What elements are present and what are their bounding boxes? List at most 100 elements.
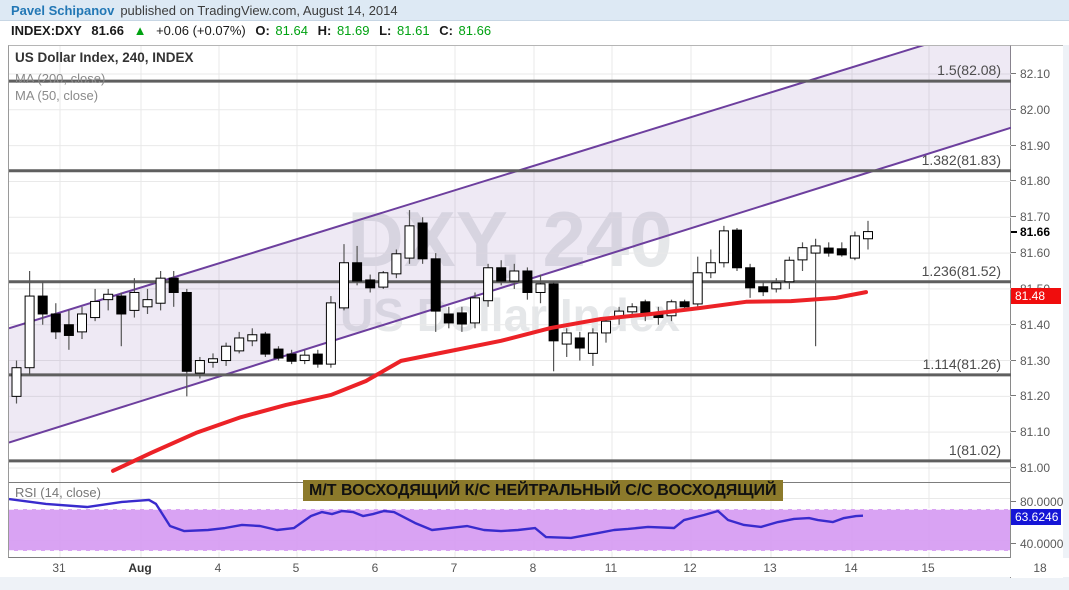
candle-up [221, 345, 232, 362]
candle-up [378, 272, 389, 288]
candle-down [823, 247, 834, 254]
candle-up [11, 367, 22, 397]
price-tick-label: 81.40 [1011, 318, 1063, 332]
candle-up [24, 295, 35, 369]
candle-up [692, 272, 703, 305]
price-tick-label: 81.20 [1011, 389, 1063, 403]
candle-down [574, 337, 585, 349]
candle-up [587, 332, 598, 354]
candle-down [758, 286, 769, 293]
candle-up [77, 313, 87, 333]
last-price-tick-mark [1011, 231, 1017, 233]
candle-down [496, 267, 507, 282]
candle-down [50, 313, 61, 333]
time-axis-label: 7 [450, 561, 458, 575]
candle-down [417, 222, 428, 260]
ma50-line [111, 290, 868, 473]
candle-down [365, 279, 376, 289]
price-tick-label: 82.00 [1011, 103, 1063, 117]
time-axis-label: 6 [371, 561, 379, 575]
right-margin [1063, 45, 1069, 577]
candle-down [352, 262, 363, 282]
candle-down [260, 333, 271, 355]
fib-level-label[interactable]: 1.236(81.52) [921, 262, 1001, 279]
candle-up [234, 337, 245, 352]
close-label: C: [439, 23, 453, 38]
candle-down [732, 229, 742, 269]
time-axis-label: 31 [52, 561, 66, 575]
rsi-pane[interactable]: RSI (14, close) [8, 483, 1011, 558]
candle-down [522, 270, 533, 293]
time-axis-label: 12 [683, 561, 697, 575]
candle-up [325, 302, 336, 365]
indicator-ma50[interactable]: MA (50, close) [15, 88, 99, 103]
last-price-value: 81.66 [91, 23, 124, 38]
candle-up [797, 247, 808, 261]
rsi-indicator-label[interactable]: RSI (14, close) [15, 485, 101, 500]
high-label: H: [317, 23, 332, 38]
candle-down [745, 267, 756, 289]
candle-up [810, 245, 821, 254]
publish-bar: Pavel Schipanov published on TradingView.… [0, 0, 1069, 21]
open-label: O: [255, 23, 270, 38]
candle-down [456, 312, 467, 325]
candle-down [443, 313, 454, 324]
candle-up [90, 300, 101, 319]
candle-up [155, 277, 166, 304]
candle-up [129, 291, 140, 311]
candle-up [194, 360, 205, 374]
time-axis-label: 5 [292, 561, 300, 575]
rsi-tick-label: 40.0000 [1011, 537, 1063, 551]
candle-up [784, 259, 795, 283]
candle-down [640, 301, 651, 315]
rsi-chart[interactable] [9, 483, 1011, 557]
candle-up [103, 293, 114, 301]
rsi-value-badge: 63.6246 [1011, 509, 1061, 525]
candle-up [718, 230, 729, 264]
candle-up [561, 332, 572, 345]
price-change: +0.06 (+0.07%) [156, 23, 246, 38]
candle-up [849, 235, 860, 259]
price-tick-label: 81.10 [1011, 425, 1063, 439]
open-value: 81.64 [275, 23, 308, 38]
time-axis[interactable]: 31 Aug 4 5 6 7 8 11 12 13 14 15 18 [0, 558, 1069, 577]
candle-up [299, 354, 310, 362]
candle-down [63, 324, 74, 336]
main-chart-pane[interactable]: DXY, 240 US Dollar Index US Dollar Index… [8, 45, 1011, 484]
candle-up [391, 253, 402, 275]
channel-lower-line [9, 126, 1011, 444]
price-tick-label: 81.70 [1011, 210, 1063, 224]
author-link[interactable]: Pavel Schipanov [11, 3, 115, 18]
time-axis-label: Aug [128, 561, 152, 575]
fib-level-label[interactable]: 1.5(82.08) [937, 62, 1001, 79]
candle-up [705, 262, 716, 274]
time-axis-label: 14 [844, 561, 858, 575]
candle-down [312, 353, 323, 365]
symbol-info-bar: INDEX:DXY 81.66 ▲ +0.06 (+0.07%) O: 81.6… [0, 21, 1069, 40]
fib-level-label[interactable]: 1.382(81.83) [921, 151, 1001, 168]
indicator-ma200[interactable]: MA (200, close) [15, 71, 106, 86]
candle-up [666, 301, 677, 317]
candlestick-chart[interactable] [9, 46, 1011, 482]
fib-level-label[interactable]: 1.114(81.26) [922, 355, 1001, 372]
candle-down [181, 291, 192, 372]
candle-up [601, 320, 611, 334]
up-arrow-icon: ▲ [133, 23, 147, 38]
fib-level-label[interactable]: 1(81.02) [948, 441, 1001, 458]
candle-down [286, 353, 297, 362]
candle-up [339, 262, 349, 309]
candle-down [430, 258, 441, 312]
candle-down [37, 295, 48, 315]
high-value: 81.69 [336, 23, 370, 38]
candle-down [836, 248, 847, 256]
candle-down [116, 295, 127, 315]
price-axis[interactable]: 82.1082.0081.9081.8081.7081.6081.5081.40… [1010, 45, 1063, 578]
candle-up [627, 306, 638, 313]
candle-up [470, 297, 480, 324]
candle-up [208, 358, 218, 363]
trend-annotation: М/Т ВОСХОДЯЩИЙ К/С НЕЙТРАЛЬНЫЙ С/С ВОСХО… [303, 480, 783, 501]
candle-up [247, 334, 258, 342]
price-tick-label: 82.10 [1011, 67, 1063, 81]
time-axis-label: 18 [1033, 561, 1047, 575]
